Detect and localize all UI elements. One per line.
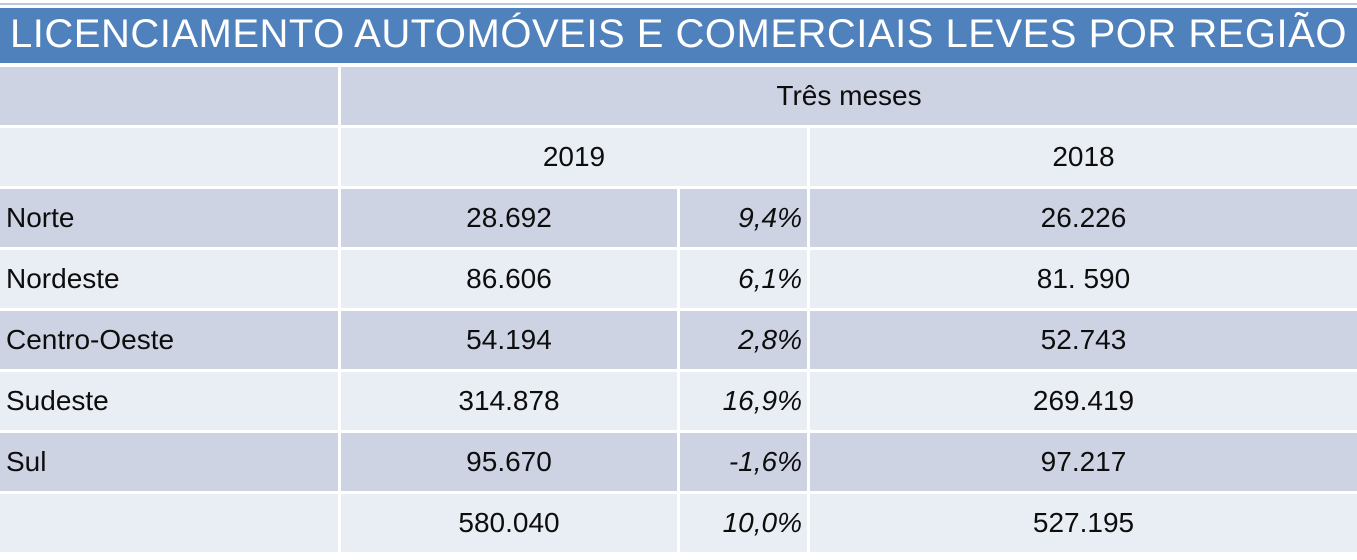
year-2018-header: 2018 [810,128,1357,186]
total-2018-cell: 527.195 [810,494,1357,552]
pct-cell: -1,6% [680,433,807,491]
group-header-cell: Três meses [341,67,1357,125]
value-2018-cell: 81. 590 [810,250,1357,308]
value-2019-cell: 54.194 [341,311,677,369]
total-empty-cell [0,494,338,552]
region-cell: Centro-Oeste [0,311,338,369]
pct-cell: 16,9% [680,372,807,430]
total-2019-cell: 580.040 [341,494,677,552]
value-2018-cell: 269.419 [810,372,1357,430]
value-2019-cell: 95.670 [341,433,677,491]
table-title-bar: LICENCIAMENTO AUTOMÓVEIS E COMERCIAIS LE… [0,8,1357,63]
value-2019-cell: 28.692 [341,189,677,247]
top-border-line [0,3,1357,5]
data-table: Três meses 2019 2018 Norte 28.692 9,4% 2… [0,67,1357,552]
value-2018-cell: 26.226 [810,189,1357,247]
region-cell: Sul [0,433,338,491]
table-title: LICENCIAMENTO AUTOMÓVEIS E COMERCIAIS LE… [10,11,1347,56]
year-2019-header: 2019 [341,128,807,186]
region-cell: Nordeste [0,250,338,308]
pct-cell: 2,8% [680,311,807,369]
value-2018-cell: 97.217 [810,433,1357,491]
pct-cell: 6,1% [680,250,807,308]
value-2018-cell: 52.743 [810,311,1357,369]
corner-empty-cell [0,67,338,125]
pct-cell: 9,4% [680,189,807,247]
value-2019-cell: 86.606 [341,250,677,308]
region-cell: Norte [0,189,338,247]
region-cell: Sudeste [0,372,338,430]
value-2019-cell: 314.878 [341,372,677,430]
corner-empty-cell [0,128,338,186]
total-pct-cell: 10,0% [680,494,807,552]
